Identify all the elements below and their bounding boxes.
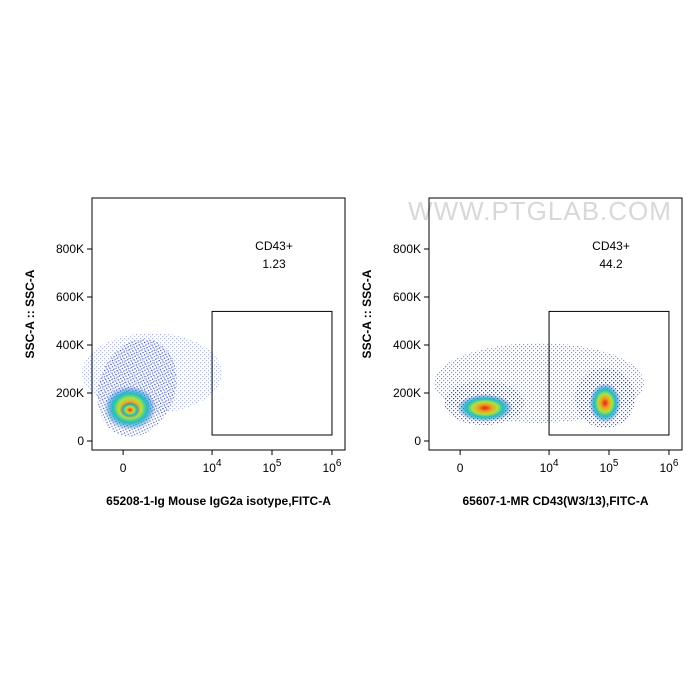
y-tick-label: 600K <box>56 290 84 304</box>
y-axis-label: SSC-A :: SSC-A <box>23 269 37 358</box>
x-tick-label: 106 <box>323 458 342 475</box>
x-tick-base: 10 <box>203 461 217 475</box>
x-tick-exponent: 6 <box>336 458 342 469</box>
x-tick-label: 0 <box>457 461 464 475</box>
x-tick-label: 105 <box>600 458 619 475</box>
y-tick-label: 0 <box>77 434 84 448</box>
x-tick-exponent: 4 <box>216 458 222 469</box>
y-tick-label: 800K <box>393 242 421 256</box>
gate-name: CD43+ <box>255 239 293 253</box>
gate-percent: 44.2 <box>599 257 623 271</box>
x-tick-label: 104 <box>203 458 222 475</box>
x-tick-base: 10 <box>600 461 614 475</box>
x-tick-exponent: 4 <box>553 458 559 469</box>
y-tick-label: 400K <box>393 338 421 352</box>
y-tick-label: 400K <box>56 338 84 352</box>
x-tick-label: 106 <box>660 458 679 475</box>
plot-frame <box>91 197 346 451</box>
x-axis-label: 65607-1-MR CD43(W3/13),FITC-A <box>462 494 648 508</box>
x-tick-base: 0 <box>120 461 127 475</box>
y-tick-label: 800K <box>56 242 84 256</box>
y-tick-label: 600K <box>393 290 421 304</box>
x-tick-exponent: 5 <box>613 458 619 469</box>
gate-percent: 1.23 <box>262 257 286 271</box>
density-cloud <box>82 333 222 437</box>
x-tick-label: 105 <box>263 458 282 475</box>
y-tick-label: 200K <box>393 386 421 400</box>
x-axis-label: 65208-1-Ig Mouse IgG2a isotype,FITC-A <box>106 494 331 508</box>
gate <box>548 310 670 436</box>
y-tick-label: 0 <box>414 434 421 448</box>
x-tick-exponent: 6 <box>673 458 679 469</box>
gate-name: CD43+ <box>592 239 630 253</box>
x-tick-label: 0 <box>120 461 127 475</box>
x-tick-base: 0 <box>457 461 464 475</box>
x-tick-base: 10 <box>660 461 674 475</box>
y-tick-label: 200K <box>56 386 84 400</box>
x-tick-base: 10 <box>323 461 337 475</box>
gate <box>211 310 333 436</box>
plot-frame <box>428 197 683 451</box>
x-tick-exponent: 5 <box>276 458 282 469</box>
density-cloud <box>434 343 644 428</box>
x-tick-base: 10 <box>540 461 554 475</box>
watermark: WWW.PTGLAB.COM <box>408 196 672 226</box>
y-axis-label: SSC-A :: SSC-A <box>360 269 374 358</box>
x-tick-label: 104 <box>540 458 559 475</box>
x-tick-base: 10 <box>263 461 277 475</box>
